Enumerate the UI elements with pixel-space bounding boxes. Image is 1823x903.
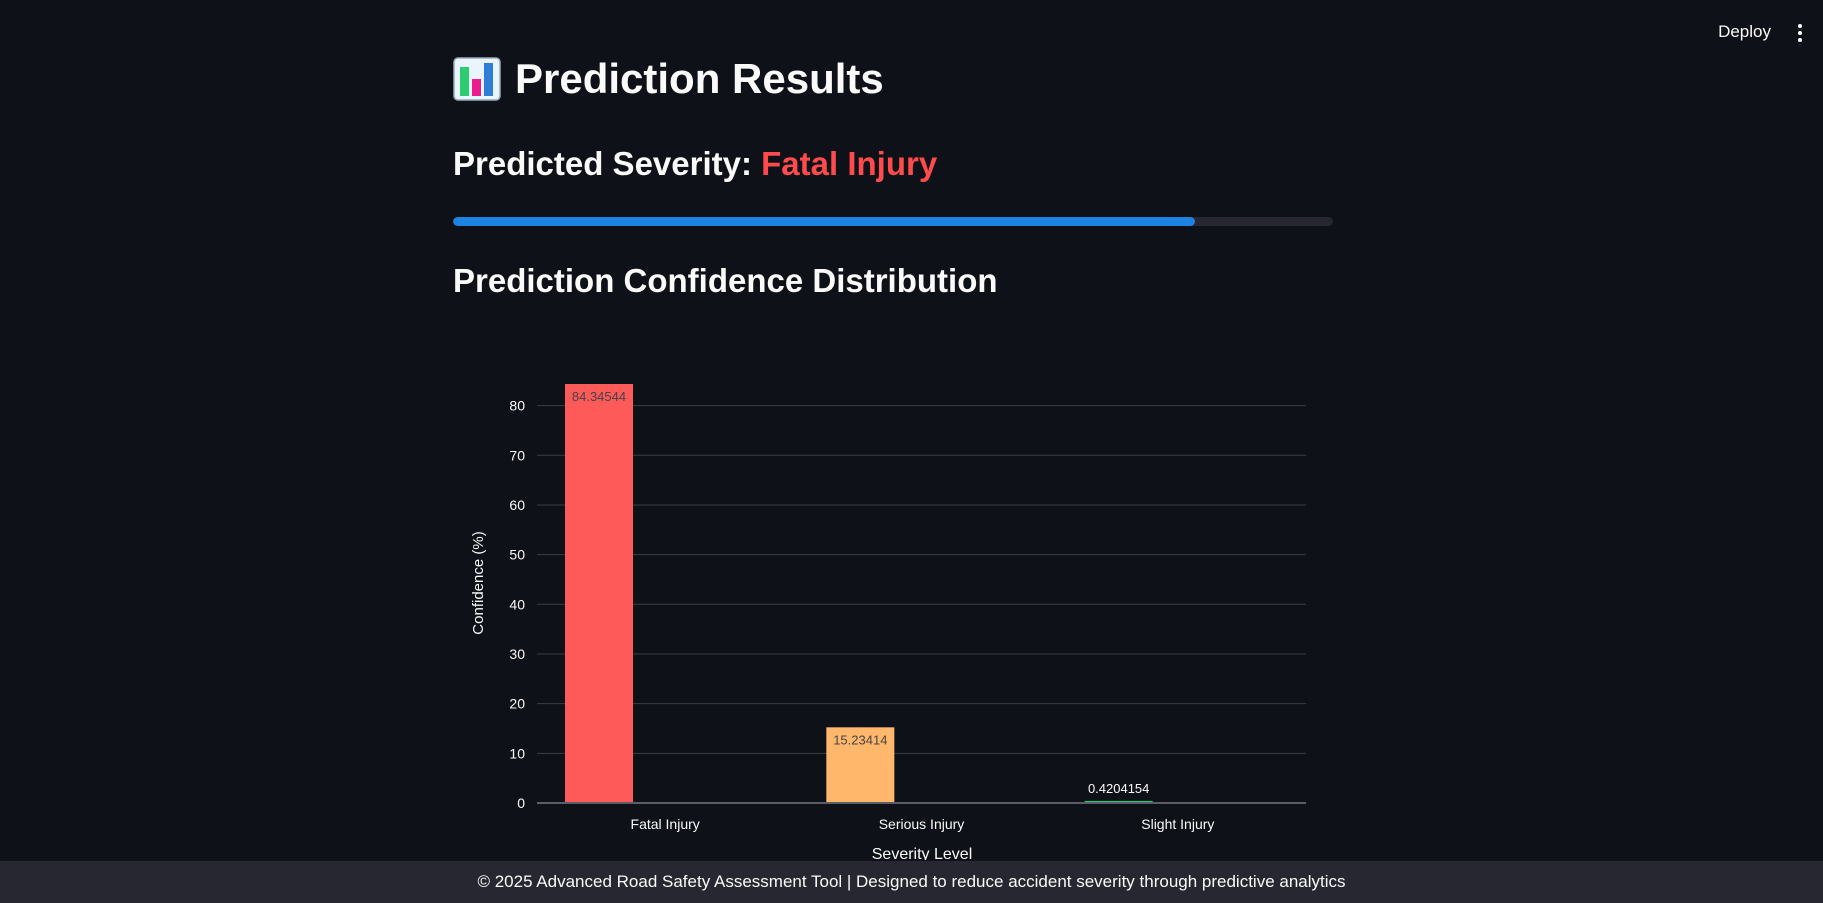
y-axis-label: Confidence (%) xyxy=(470,531,487,634)
bar-chart-icon xyxy=(453,57,501,101)
y-tick-label: 40 xyxy=(509,596,525,612)
severity-value: Fatal Injury xyxy=(761,145,938,182)
page-title-text: Prediction Results xyxy=(515,55,884,102)
confidence-bar-chart: Confidence (%) Severity Level 0 10 20 30 40 5… xyxy=(470,384,1306,860)
bar-serious-injury xyxy=(826,727,895,803)
data-label: 15.23414 xyxy=(833,732,887,747)
x-axis-label: Severity Level xyxy=(872,846,973,860)
y-tick-label: 60 xyxy=(509,497,525,513)
progress-fill xyxy=(453,217,1196,226)
y-tick-label: 50 xyxy=(509,547,525,563)
footer: © 2025 Advanced Road Safety Assessment T… xyxy=(0,861,1823,903)
severity-label: Predicted Severity: xyxy=(453,145,752,182)
section-title: Prediction Confidence Distribution xyxy=(453,262,998,299)
more-vertical-icon[interactable] xyxy=(1795,24,1805,46)
y-tick-label: 30 xyxy=(509,646,525,662)
bar-fatal-injury xyxy=(565,384,633,803)
data-label: 84.34544 xyxy=(572,389,626,404)
y-tick-label: 70 xyxy=(509,447,525,463)
page-title: Prediction Results xyxy=(453,55,884,103)
y-tick-label: 10 xyxy=(509,745,525,761)
y-tick-label: 20 xyxy=(509,696,525,712)
y-tick-label: 0 xyxy=(517,795,525,811)
bar-slight-injury xyxy=(1084,800,1153,803)
data-label: 0.4204154 xyxy=(1088,781,1149,796)
x-tick-label: Slight Injury xyxy=(1141,816,1214,832)
y-tick-label: 80 xyxy=(509,398,525,414)
top-bar: Deploy xyxy=(0,0,1823,70)
x-tick-label: Fatal Injury xyxy=(631,816,700,832)
confidence-progress-bar xyxy=(453,217,1333,226)
deploy-button[interactable]: Deploy xyxy=(1718,22,1771,41)
predicted-severity: Predicted Severity: Fatal Injury xyxy=(453,145,937,183)
footer-text: © 2025 Advanced Road Safety Assessment T… xyxy=(477,872,1346,891)
x-tick-label: Serious Injury xyxy=(879,816,965,832)
